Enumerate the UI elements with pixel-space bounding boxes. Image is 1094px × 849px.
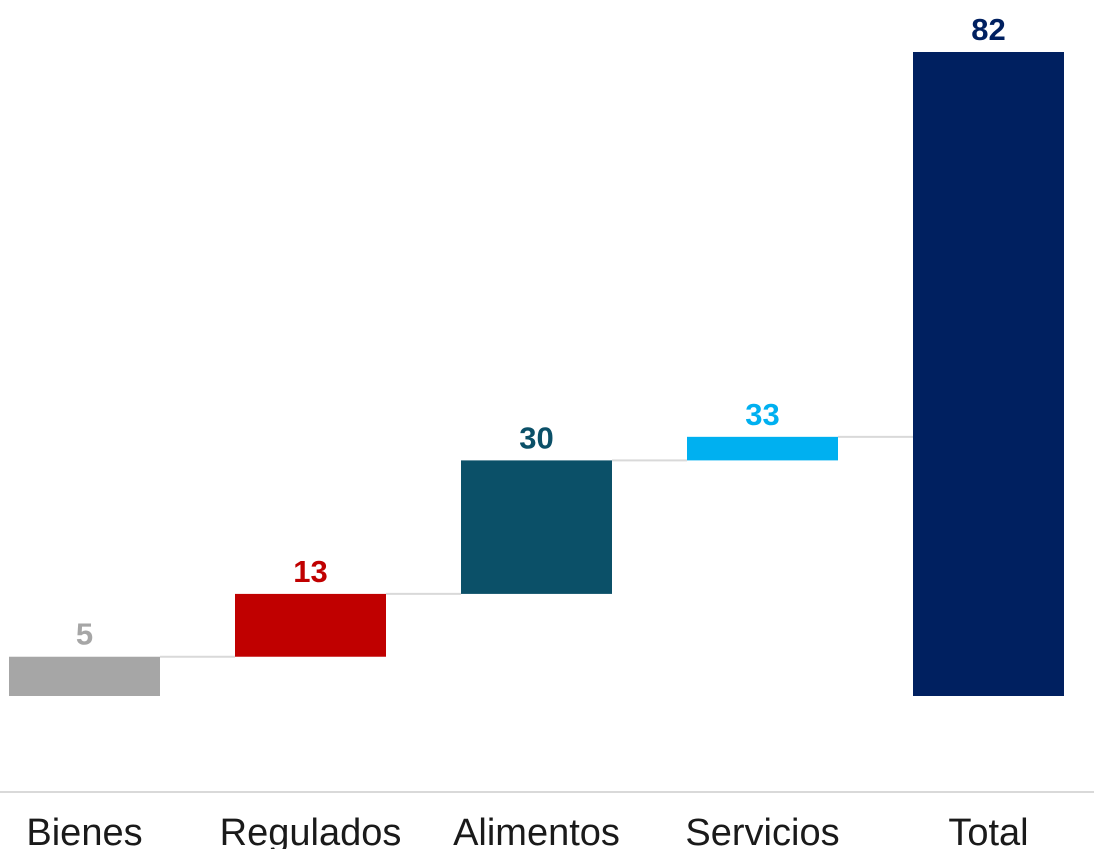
category-label-regulados: Regulados [220, 812, 402, 849]
value-label-alimentos: 30 [519, 420, 553, 455]
value-label-regulados: 13 [293, 554, 327, 589]
bar-bienes [9, 656, 160, 696]
bars-group [9, 52, 1064, 696]
bar-servicios [687, 436, 838, 461]
value-label-servicios: 33 [745, 397, 779, 432]
connector-lines [160, 435, 913, 658]
value-label-bienes: 5 [76, 617, 93, 652]
value-labels-group: 5 13 30 33 82 [76, 12, 1006, 652]
bar-regulados [235, 593, 386, 657]
bar-total [913, 52, 1064, 696]
bar-alimentos [461, 460, 612, 594]
category-label-total: Total [948, 812, 1028, 849]
category-label-servicios: Servicios [685, 812, 839, 849]
category-label-bienes: Bienes [26, 812, 142, 849]
category-labels-group: Bienes Regulados Alimentos Servicios Total [26, 812, 1028, 849]
value-label-total: 82 [971, 12, 1005, 47]
category-label-alimentos: Alimentos [453, 812, 620, 849]
